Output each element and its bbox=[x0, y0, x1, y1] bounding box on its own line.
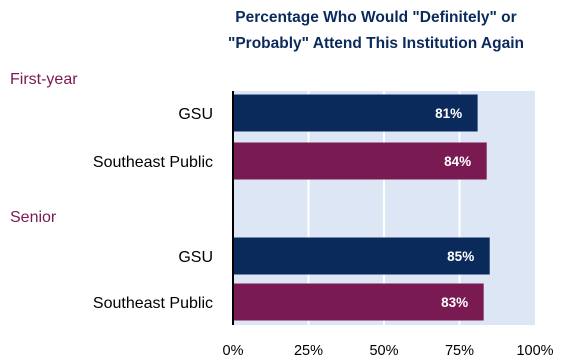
value-label-1-1: 81% bbox=[435, 106, 462, 121]
category-label-1-1: GSU bbox=[178, 106, 213, 123]
x-tick-label-75: 75% bbox=[445, 343, 474, 359]
chart-title-line-2: "Probably" Attend This Institution Again bbox=[228, 35, 524, 52]
bar-1-1 bbox=[233, 94, 478, 132]
group-label-1: First-year bbox=[10, 71, 78, 88]
category-label-2-2: Southeast Public bbox=[93, 295, 213, 312]
value-label-2-1: 85% bbox=[447, 249, 474, 264]
x-tick-label-0: 0% bbox=[223, 343, 244, 359]
bar-2-1 bbox=[233, 237, 490, 275]
value-label-1-2: 84% bbox=[444, 154, 471, 169]
bar-2-2 bbox=[233, 283, 484, 321]
bar-1-2 bbox=[233, 142, 487, 180]
category-label-1-2: Southeast Public bbox=[93, 154, 213, 171]
category-label-2-1: GSU bbox=[178, 249, 213, 266]
value-label-2-2: 83% bbox=[441, 295, 468, 310]
x-tick-label-50: 50% bbox=[369, 343, 398, 359]
x-tick-label-100: 100% bbox=[516, 343, 553, 359]
group-label-2: Senior bbox=[10, 209, 57, 226]
x-tick-label-25: 25% bbox=[294, 343, 323, 359]
chart-title-line-1: Percentage Who Would "Definitely" or bbox=[235, 9, 516, 26]
